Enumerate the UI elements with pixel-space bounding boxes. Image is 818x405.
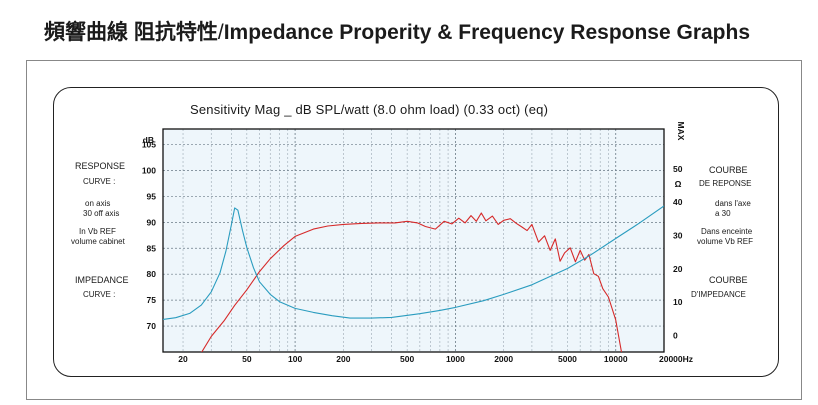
in-vb-ref-label: In Vb REF <box>79 227 116 236</box>
y2-tick-label: 50 <box>673 164 683 174</box>
y-tick-label: 85 <box>147 243 157 253</box>
chart-title: Sensitivity Mag _ dB SPL/watt (8.0 ohm l… <box>190 102 549 117</box>
y2-tick-label: 20 <box>673 264 683 274</box>
x-tick-label: 20000Hz <box>659 354 693 364</box>
x-tick-label: 100 <box>288 354 302 364</box>
y-tick-label: 100 <box>142 165 156 175</box>
title-divider <box>26 60 802 61</box>
x-tick-label: 50 <box>242 354 252 364</box>
spl-response-line <box>201 212 623 352</box>
impedance-label: IMPEDANCE <box>75 275 129 285</box>
impedance-curve-label: CURVE : <box>83 290 116 299</box>
x-tick-label: 1000 <box>446 354 465 364</box>
y2-tick-label: 40 <box>673 197 683 207</box>
y-unit-label: dB <box>143 135 154 145</box>
response-curve-label: CURVE : <box>83 177 116 186</box>
header: 頻響曲線 阻抗特性/Impedance Properity & Frequenc… <box>0 0 818 60</box>
y2-tick-label: 0 <box>673 330 678 340</box>
chart-panel <box>53 87 779 377</box>
impedance-line <box>163 205 664 320</box>
y2-unit-label: MAX <box>676 122 686 141</box>
y2-tick-label: 30 <box>673 231 683 241</box>
dimpedance-label: D'IMPEDANCE <box>691 290 746 299</box>
courbe-impedance-label: COURBE <box>709 275 748 285</box>
y2-tick-label: 10 <box>673 297 683 307</box>
page-title: 頻響曲線 阻抗特性/Impedance Properity & Frequenc… <box>44 16 750 46</box>
plot-area <box>163 129 664 352</box>
plot-frame <box>162 128 665 353</box>
volume-vb-ref-label: volume Vb REF <box>697 237 754 246</box>
x-tick-label: 10000 <box>604 354 628 364</box>
title-cjk: 頻響曲線 阻抗特性 <box>44 21 218 44</box>
off-axis-label: 30 off axis <box>83 209 120 218</box>
dans-laxe-label: dans l'axe <box>715 199 751 208</box>
on-axis-label: on axis <box>85 199 111 208</box>
courbe-label: COURBE <box>709 165 748 175</box>
x-tick-label: 20 <box>178 354 188 364</box>
x-tick-label: 200 <box>336 354 350 364</box>
x-tick-label: 500 <box>400 354 414 364</box>
volume-cabinet-label: volume cabinet <box>71 237 125 246</box>
dans-enceinte-label: Dans enceinte <box>701 227 753 236</box>
title-separator: / <box>217 21 224 44</box>
y-tick-label: 95 <box>147 191 157 201</box>
y-tick-label: 70 <box>147 321 157 331</box>
x-tick-label: 2000 <box>494 354 513 364</box>
y-tick-label: 75 <box>147 295 157 305</box>
title-english: Impedance Properity & Frequency Response… <box>223 21 751 44</box>
y-tick-label: 105 <box>142 140 156 150</box>
y-tick-label: 80 <box>147 269 157 279</box>
x-tick-label: 5000 <box>558 354 577 364</box>
response-label: RESPONSE <box>75 161 126 171</box>
de-reponse-label: DE REPONSE <box>699 179 752 188</box>
a30-label: a 30 <box>715 209 731 218</box>
y-tick-label: 90 <box>147 217 157 227</box>
content-frame <box>26 60 802 400</box>
y2-ohm-symbol: Ω <box>675 179 682 189</box>
